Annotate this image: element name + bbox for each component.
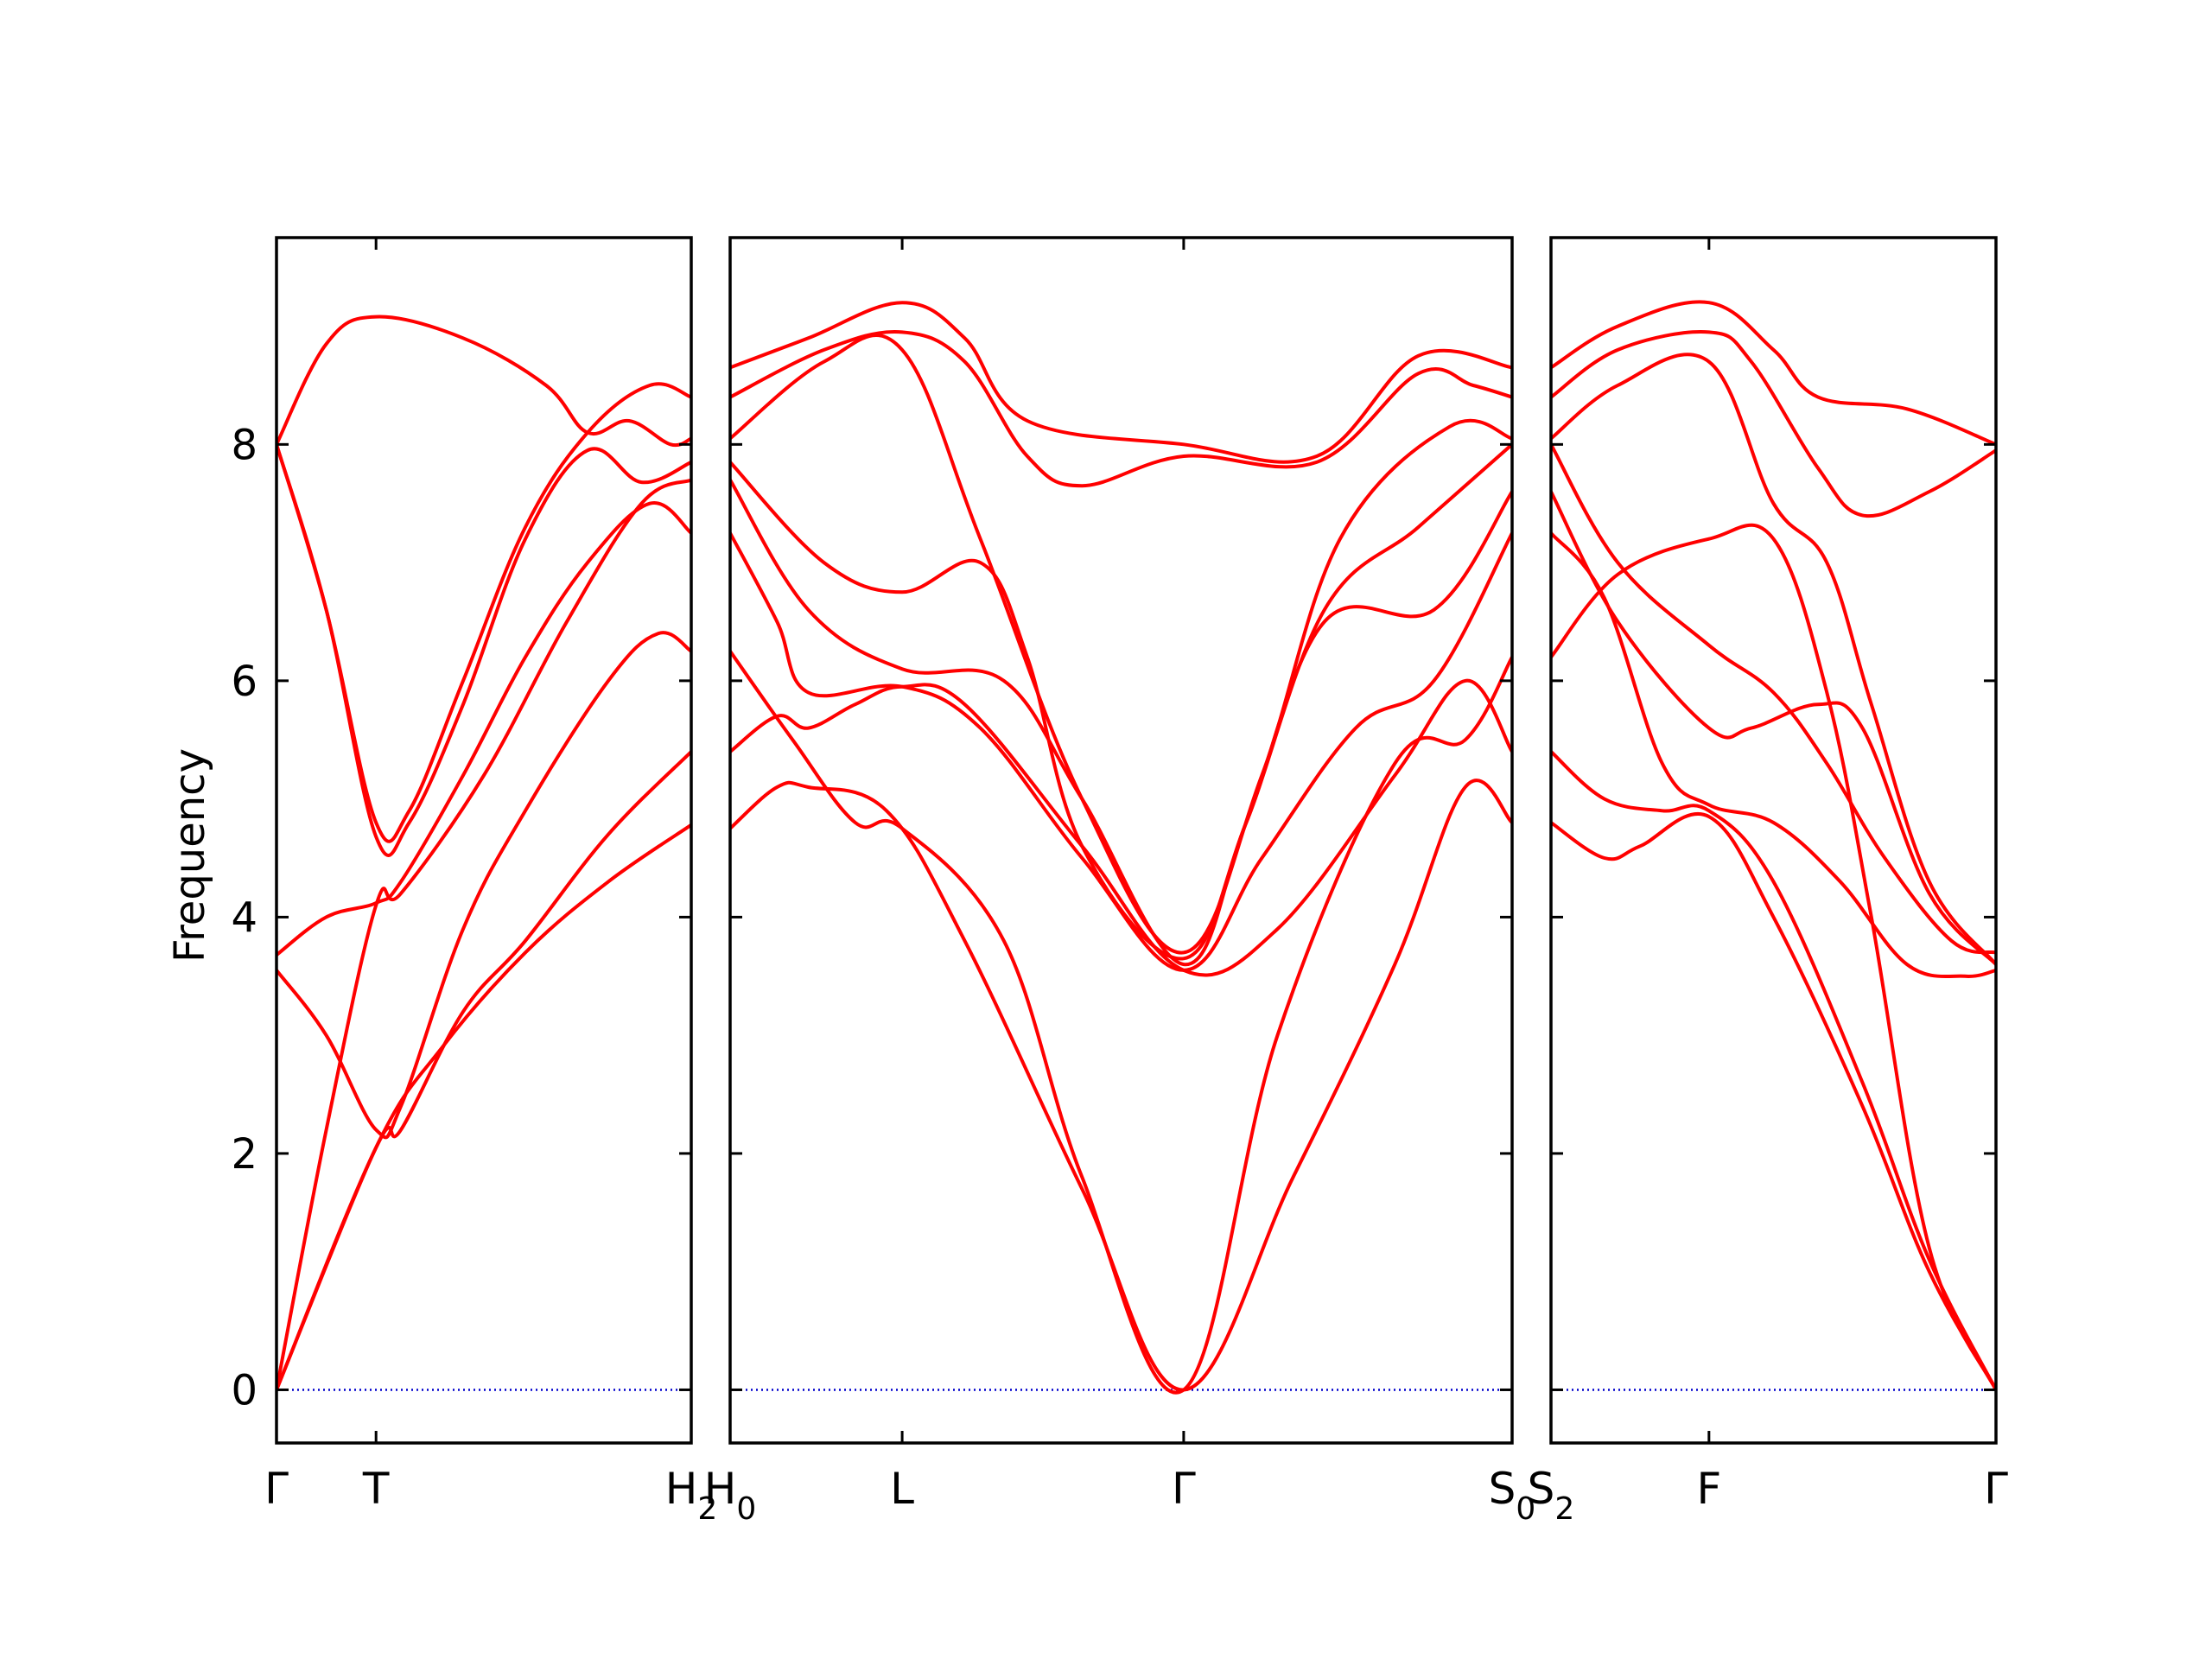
x-tick-label: L — [890, 1464, 914, 1514]
y-axis-label: Frequency — [166, 748, 214, 963]
panel-frame — [275, 236, 693, 1445]
band-series-3 — [276, 631, 691, 1140]
band-series-7 — [276, 443, 691, 858]
band-series-5 — [276, 501, 691, 957]
band-series-2 — [730, 678, 1512, 977]
band-series-5 — [1551, 491, 1996, 966]
panel-3: S2 F Γ — [1528, 236, 2008, 1527]
y-tick-label: 8 — [231, 421, 257, 469]
band-series-9 — [1551, 300, 1996, 447]
y-tick-label: 0 — [231, 1366, 257, 1414]
x-tick-subscript: 0 — [1516, 1491, 1535, 1527]
x-tick-label: Γ — [264, 1464, 289, 1514]
x-tick-subscript: 2 — [697, 1491, 717, 1527]
y-tick-label: 4 — [231, 893, 257, 942]
band-series-3 — [1551, 523, 1996, 1391]
band-series-7 — [730, 333, 1512, 955]
x-tick-subscript: 2 — [1554, 1491, 1574, 1527]
x-tick-label: T — [362, 1464, 390, 1514]
y-tick-label: 6 — [231, 658, 257, 706]
band-series-5 — [730, 479, 1512, 967]
band-series-8 — [730, 330, 1512, 488]
x-tick-label: Γ — [1172, 1464, 1196, 1514]
panel-frame — [1549, 236, 1998, 1445]
band-series-1 — [730, 779, 1512, 1392]
x-tick-label: F — [1696, 1464, 1721, 1514]
band-series-2 — [1551, 750, 1996, 1391]
band-series-4 — [1551, 531, 1996, 979]
band-series-1 — [1551, 812, 1996, 1391]
panel-2: H0 L Γ S0 — [704, 236, 1535, 1527]
band-series-8 — [1551, 330, 1996, 518]
band-series-8 — [276, 315, 691, 448]
band-series-1 — [276, 823, 691, 1391]
band-series-7 — [1551, 353, 1996, 966]
band-series-9 — [730, 301, 1512, 464]
band-series-4 — [276, 478, 691, 1390]
band-series-3 — [730, 650, 1512, 1395]
band-series-6 — [730, 442, 1512, 961]
x-tick-subscript: 0 — [736, 1491, 756, 1527]
x-tick-label: Γ — [1984, 1464, 2008, 1514]
band-series-6 — [1551, 443, 1996, 955]
panel-frame — [728, 236, 1514, 1445]
y-tick-label: 2 — [231, 1130, 257, 1179]
band-series-4 — [730, 531, 1512, 972]
band-series-2 — [276, 750, 691, 1391]
